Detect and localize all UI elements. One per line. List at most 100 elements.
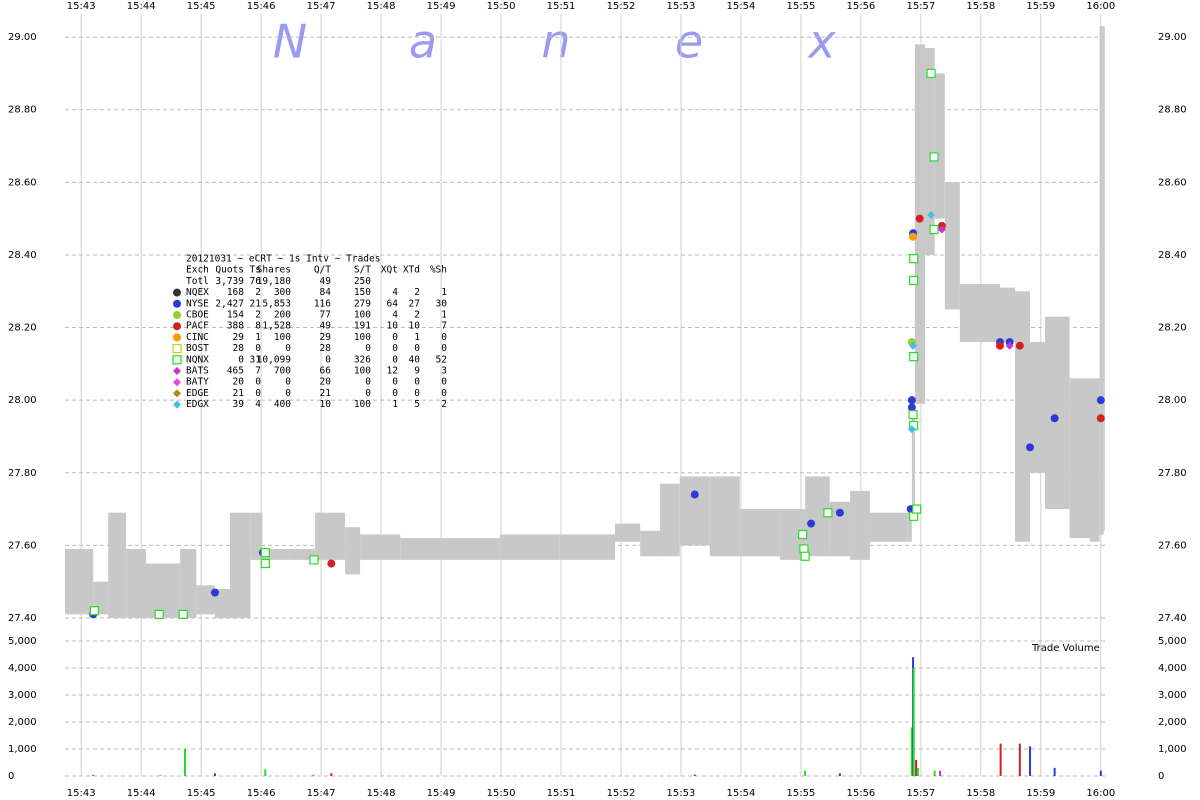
table-cell: 0 — [392, 332, 398, 343]
trade-marker — [909, 351, 919, 362]
volume-bar — [264, 769, 267, 776]
spread-band — [739, 509, 780, 557]
x-tick-label: 15:55 — [787, 788, 816, 799]
trade-marker — [909, 275, 919, 285]
volume-bar — [912, 668, 915, 776]
x-tick-label: 15:57 — [906, 788, 935, 799]
y-tick-label: 28.40 — [1158, 250, 1187, 261]
trade-marker — [1050, 414, 1059, 423]
x-tick-label: 15:45 — [187, 1, 216, 12]
y-tick-label: 28.20 — [1158, 323, 1187, 334]
y-tick-label: 4,000 — [1158, 663, 1187, 674]
trade-marker — [823, 508, 833, 518]
spread-band — [289, 549, 316, 560]
trade-marker — [173, 288, 181, 297]
spread-band — [126, 549, 146, 618]
volume-bar — [933, 770, 936, 776]
trade-marker — [172, 355, 182, 365]
trade-marker — [807, 519, 816, 528]
y-tick-label: 0 — [1158, 771, 1164, 782]
x-tick-label: 15:54 — [727, 1, 756, 12]
trade-marker — [912, 504, 922, 514]
table-cell: 1 — [441, 287, 447, 298]
y-tick-label: 3,000 — [8, 690, 37, 701]
table-cell: 0 — [414, 343, 420, 354]
x-tick-label: 15:45 — [187, 788, 216, 799]
trade-marker — [909, 253, 919, 264]
trade-marker — [309, 555, 319, 565]
y-tick-label: 29.00 — [1158, 32, 1187, 43]
table-cell: 10,099 — [257, 354, 292, 365]
table-cell: 0 — [238, 354, 244, 365]
x-tick-label: 15:44 — [127, 788, 156, 799]
x-tick-label: 15:47 — [307, 788, 336, 799]
table-cell: 20 — [320, 377, 332, 388]
table-cell: 465 — [227, 366, 244, 377]
x-tick-label: 15:59 — [1026, 788, 1055, 799]
table-cell: 0 — [441, 343, 447, 354]
table-cell: 21 — [233, 388, 245, 399]
y-tick-label: 28.00 — [8, 395, 37, 406]
table-cell: 0 — [392, 388, 398, 399]
table-cell: 300 — [274, 287, 291, 298]
table-cell: 3 — [441, 366, 447, 377]
legend-label: NQNX — [186, 354, 209, 365]
table-cell: 77 — [320, 310, 331, 321]
spread-band — [345, 527, 361, 575]
table-cell: 19,180 — [257, 276, 292, 287]
y-tick-label: 29.00 — [8, 32, 37, 43]
trade-marker — [327, 559, 336, 568]
table-cell: 31 — [250, 354, 262, 365]
spread-band — [229, 512, 251, 618]
volume-label: Trade Volume — [1031, 643, 1100, 654]
table-title: 20121031 ~ eCRT ~ 1s Intv ~ Trades — [186, 254, 380, 265]
y-tick-label: 28.00 — [1158, 395, 1187, 406]
table-cell: 0 — [441, 332, 447, 343]
volume-bar — [939, 770, 942, 776]
spread-band — [108, 512, 127, 618]
watermark-letter: n — [541, 15, 570, 69]
table-cell: 0 — [285, 343, 291, 354]
spread-band — [315, 512, 346, 560]
table-cell: 400 — [274, 399, 291, 410]
table-cell: 28 — [233, 343, 245, 354]
trade-marker — [907, 396, 916, 405]
y-tick-label: 28.40 — [8, 250, 37, 261]
x-tick-label: 15:48 — [367, 1, 396, 12]
trade-marker — [1005, 341, 1014, 350]
trade-marker — [173, 400, 181, 409]
spread-band — [934, 73, 945, 219]
legend-label: PACF — [186, 321, 209, 332]
legend-label: BATY — [186, 377, 209, 388]
table-cell: 279 — [354, 298, 371, 309]
y-tick-label: 28.60 — [1158, 177, 1187, 188]
spread-band — [925, 48, 935, 255]
table-header: %Sh — [430, 265, 447, 276]
y-tick-label: 2,000 — [8, 717, 37, 728]
y-tick-label: 28.80 — [1158, 105, 1187, 116]
table-cell: 388 — [227, 321, 244, 332]
spread-band — [196, 585, 215, 615]
trade-marker — [173, 389, 181, 398]
y-tick-label: 28.80 — [8, 105, 37, 116]
table-cell: 0 — [392, 343, 398, 354]
volume-bar — [213, 773, 216, 776]
trade-marker — [800, 551, 810, 561]
table-cell: 0 — [325, 354, 331, 365]
y-tick-label: 1,000 — [8, 744, 37, 755]
y-tick-label: 27.80 — [1158, 468, 1187, 479]
trade-marker — [937, 225, 946, 234]
table-header: Q/T — [314, 265, 331, 276]
table-header: Ts — [250, 265, 261, 276]
table-cell: 0 — [255, 343, 261, 354]
x-tick-label: 15:54 — [727, 788, 756, 799]
trade-marker — [908, 410, 918, 420]
y-tick-label: 27.60 — [1158, 540, 1187, 551]
x-tick-label: 15:53 — [667, 1, 696, 12]
table-cell: 1 — [255, 332, 261, 343]
trade-marker — [929, 152, 939, 162]
x-tick-label: 15:51 — [547, 788, 576, 799]
table-cell: 200 — [274, 310, 291, 321]
table-cell: 100 — [354, 310, 371, 321]
